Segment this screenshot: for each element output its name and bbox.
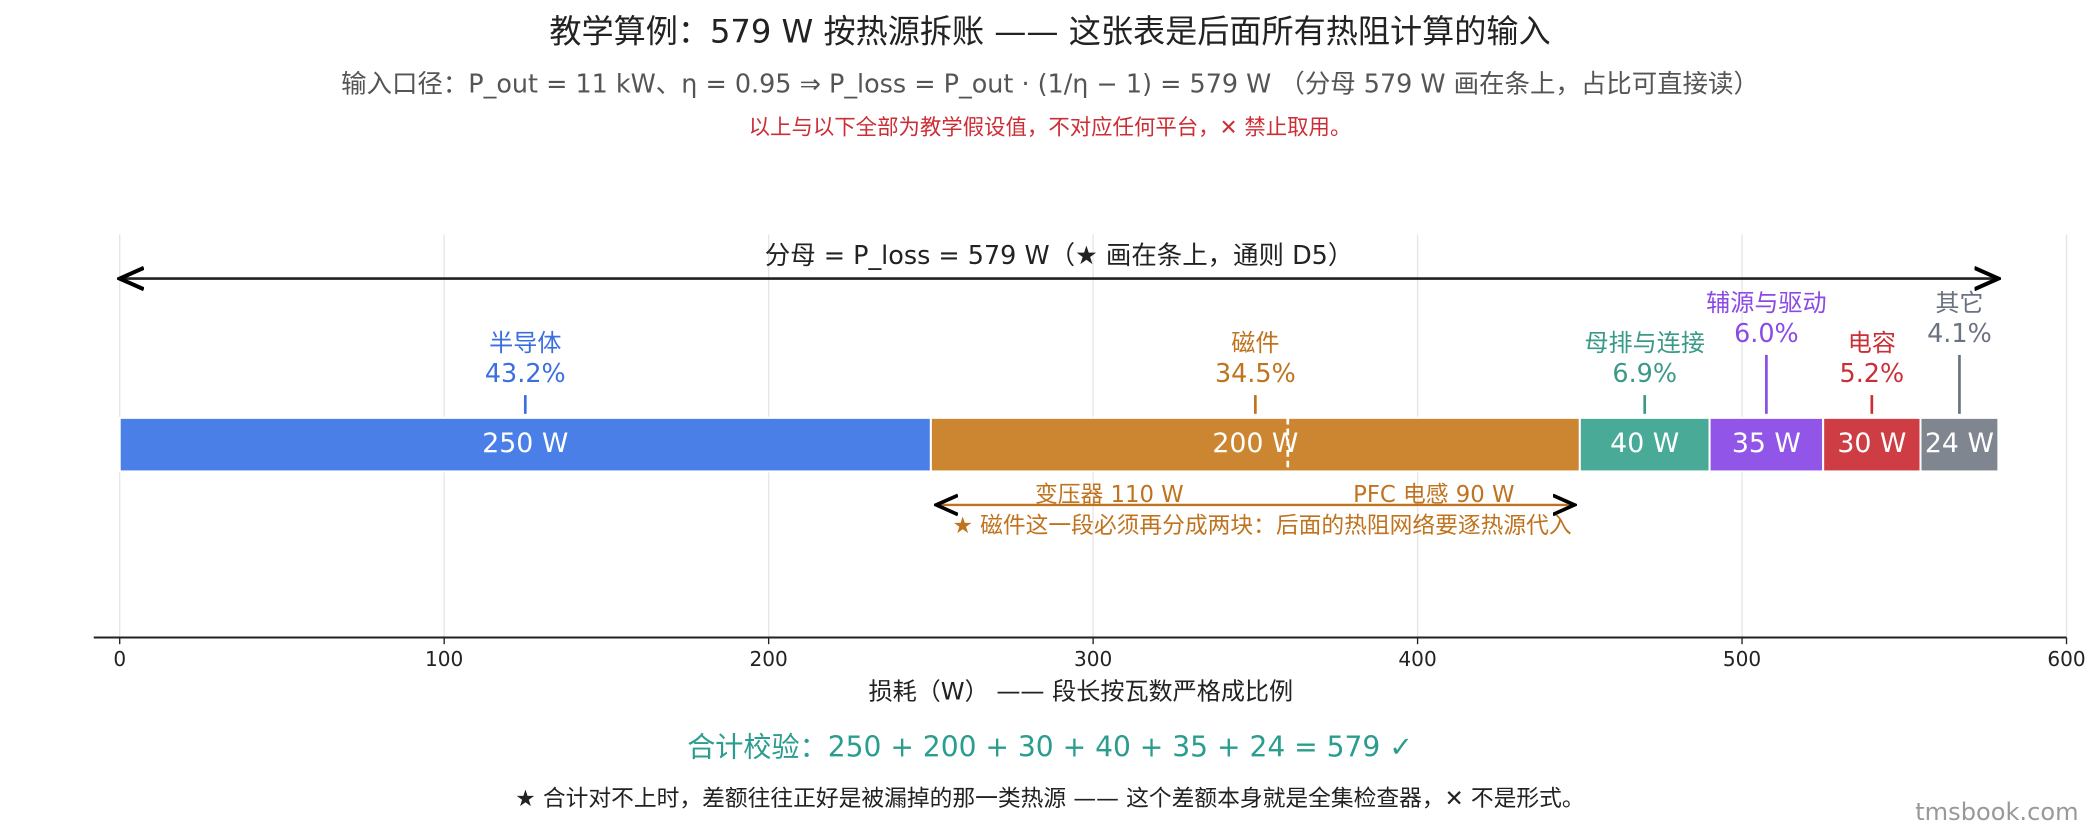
bar-segment (118, 416, 932, 473)
x-tick-label: 200 (749, 647, 787, 671)
segment-name: 母排与连接 (1584, 329, 1704, 357)
segment-name: 磁件 (1231, 329, 1279, 357)
percent-label: 5.2% (1840, 358, 1905, 388)
chart-title: 教学算例：579 W 按热源拆账 —— 这张表是后面所有热阻计算的输入 (549, 12, 1550, 50)
value-label: 35 W (1732, 428, 1801, 459)
x-tick-label: 600 (2047, 647, 2085, 671)
bar-segment (1919, 416, 2000, 473)
x-tick-label: 100 (425, 647, 463, 671)
percent-label: 6.0% (1734, 318, 1799, 348)
x-tick-label: 300 (1074, 647, 1112, 671)
segment-name: 辅源与驱动 (1706, 289, 1826, 317)
segment-name: 电容 (1848, 329, 1896, 357)
x-axis-label: 损耗（W） —— 段长按瓦数严格成比例 (868, 677, 1293, 705)
bar-segment (1822, 416, 1922, 473)
footnote: ★ 合计对不上时，差额往往正好是被漏掉的那一类热源 —— 这个差额本身就是全集检… (515, 786, 1584, 812)
percent-label: 34.5% (1215, 358, 1296, 388)
span-label: 分母 = P_loss = 579 W（★ 画在条上，通则 D5） (765, 240, 1354, 270)
value-label: 250 W (482, 428, 568, 459)
segment-name: 半导体 (489, 329, 561, 357)
check-line: 合计校验：250 + 200 + 30 + 40 + 35 + 24 = 579… (687, 731, 1413, 764)
bar-segment (1708, 416, 1825, 473)
value-label: 30 W (1837, 428, 1906, 459)
x-tick-label: 400 (1398, 647, 1436, 671)
value-label: 200 W (1212, 428, 1298, 459)
value-label: 24 W (1925, 428, 1994, 459)
x-tick-label: 0 (113, 647, 126, 671)
x-tick-label: 500 (1723, 647, 1761, 671)
percent-label: 43.2% (485, 358, 566, 388)
percent-label: 4.1% (1927, 318, 1992, 348)
sub-note: ★ 磁件这一段必须再分成两块：后面的热阻网络要逐热源代入 (952, 513, 1571, 539)
percent-label: 6.9% (1612, 358, 1677, 388)
watermark: tmsbook.com (1915, 798, 2078, 826)
subtitle: 输入口径：P_out = 11 kW、η = 0.95 ⇒ P_loss = P… (341, 69, 1759, 99)
segment-name: 其它 (1935, 289, 1983, 317)
warning: 以上与以下全部为教学假设值，不对应任何平台，✕ 禁止取用。 (749, 116, 1352, 141)
value-label: 40 W (1610, 428, 1679, 459)
